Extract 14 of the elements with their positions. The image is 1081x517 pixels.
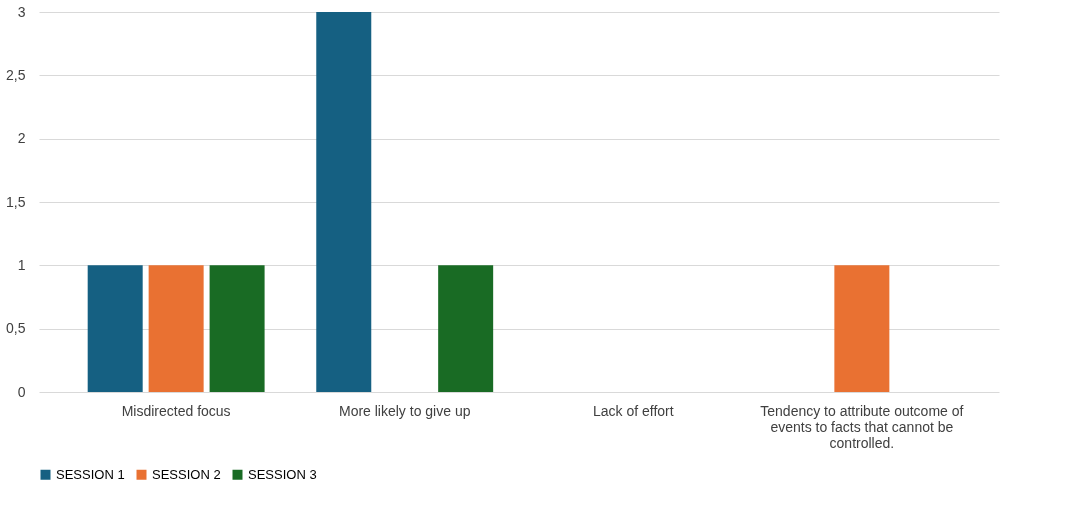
x-tick-label: Misdirected focus xyxy=(121,402,231,419)
y-tick-label: 0 xyxy=(17,383,26,400)
legend-label: SESSION 2 xyxy=(152,466,221,482)
y-tick-label: 1 xyxy=(17,256,26,273)
y-tick-label: 2 xyxy=(17,130,26,147)
legend-label: SESSION 3 xyxy=(248,466,317,482)
y-tick-label: 2,5 xyxy=(6,66,26,83)
x-tick-label: Tendency to attribute outcome of events to facts that cannot be controlled. xyxy=(760,402,964,451)
x-tick-label: Lack of effort xyxy=(592,402,674,419)
y-tick-label: 0,5 xyxy=(6,320,26,337)
legend-label: SESSION 1 xyxy=(56,466,125,482)
y-tick-label: 3 xyxy=(17,3,26,20)
y-tick-label: 1,5 xyxy=(6,193,26,210)
x-tick-label: More likely to give up xyxy=(338,402,471,419)
